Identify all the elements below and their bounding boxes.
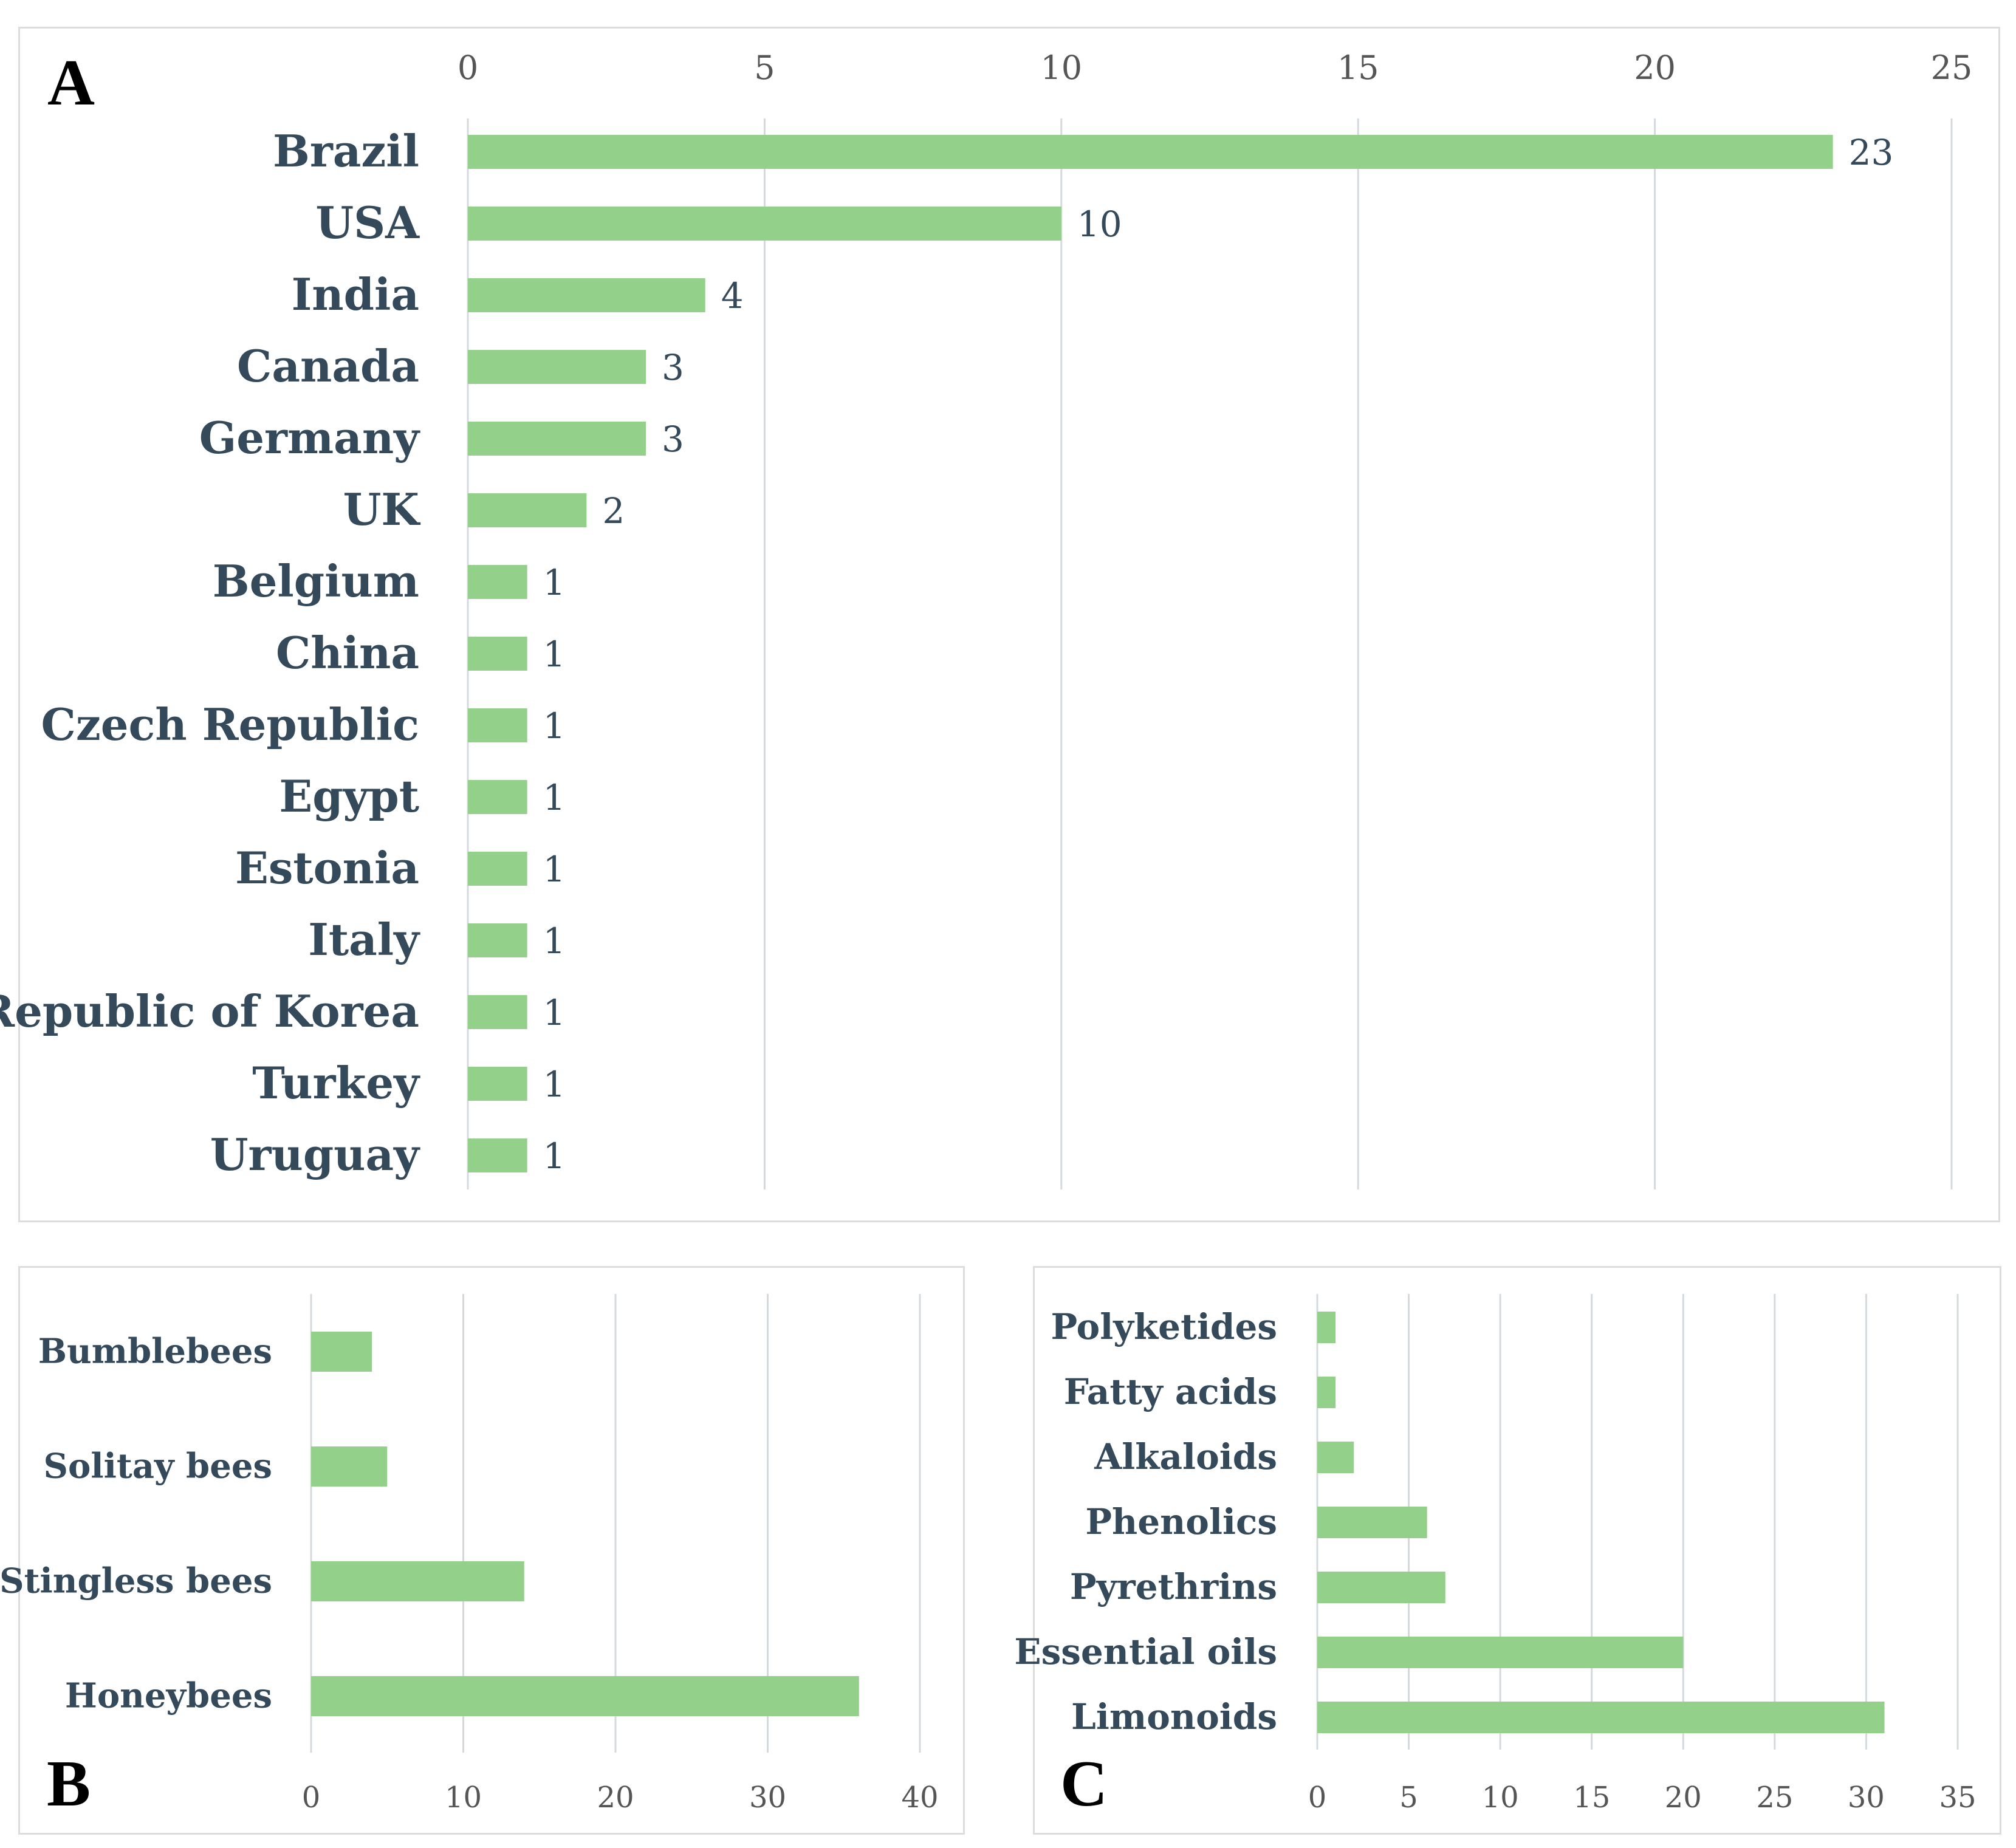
- bar-c-6: [1317, 1702, 1885, 1733]
- data-label-a-9: 1: [543, 777, 566, 818]
- bar-a-3: [468, 350, 646, 384]
- panel-letter-b: B: [47, 1748, 91, 1820]
- bar-b-0: [311, 1332, 372, 1372]
- panel-b: B: [18, 1266, 965, 1835]
- category-label-a-5: UK: [343, 484, 421, 535]
- panel-letter-c: C: [1060, 1748, 1108, 1820]
- bar-a-10: [468, 852, 527, 886]
- bar-c-3: [1317, 1507, 1427, 1538]
- category-label-b-2: Stingless bees: [0, 1561, 272, 1601]
- bar-b-3: [311, 1676, 859, 1716]
- bar-a-11: [468, 923, 527, 957]
- category-label-c-6: Limonoids: [1071, 1696, 1277, 1737]
- category-label-c-3: Phenolics: [1085, 1501, 1277, 1542]
- category-label-a-12: Republic of Korea: [0, 985, 419, 1037]
- tick-label-c-3: 15: [1573, 1781, 1610, 1815]
- tick-label-a-3: 15: [1337, 49, 1379, 87]
- data-label-a-14: 1: [543, 1135, 566, 1177]
- data-label-a-4: 3: [662, 419, 684, 460]
- category-label-c-1: Fatty acids: [1064, 1371, 1277, 1412]
- data-label-a-5: 2: [602, 490, 625, 532]
- category-label-c-5: Essential oils: [1014, 1631, 1277, 1672]
- category-label-a-9: Egypt: [279, 770, 419, 822]
- data-label-a-3: 3: [662, 347, 684, 388]
- bar-c-5: [1317, 1637, 1684, 1668]
- tick-label-b-3: 30: [749, 1781, 786, 1815]
- tick-label-c-7: 35: [1939, 1781, 1976, 1815]
- chart-c: 0 5 10 15 20 25 30 35 Polyketides Fatty acids Alka…: [1014, 1294, 1977, 1815]
- category-label-a-6: Belgium: [213, 555, 419, 607]
- category-label-a-8: Czech Republic: [41, 699, 419, 750]
- data-label-a-13: 1: [543, 1064, 566, 1105]
- bar-a-8: [468, 708, 527, 742]
- category-label-a-1: USA: [315, 197, 420, 248]
- tick-label-b-1: 10: [445, 1781, 482, 1815]
- bar-a-0: [468, 135, 1833, 169]
- tick-label-b-0: 0: [302, 1781, 321, 1815]
- data-label-a-11: 1: [543, 920, 566, 962]
- tick-label-c-5: 25: [1756, 1781, 1793, 1815]
- category-label-a-7: China: [276, 627, 419, 679]
- category-label-a-4: Germany: [199, 412, 420, 464]
- bar-c-0: [1317, 1312, 1336, 1343]
- data-label-a-0: 23: [1849, 132, 1894, 173]
- data-label-a-7: 1: [543, 634, 566, 675]
- category-label-a-13: Turkey: [252, 1057, 420, 1109]
- data-label-a-1: 10: [1077, 204, 1122, 245]
- bar-c-4: [1317, 1572, 1445, 1603]
- data-label-a-12: 1: [543, 992, 566, 1033]
- category-label-b-3: Honeybees: [65, 1675, 272, 1716]
- bar-a-12: [468, 995, 527, 1029]
- tick-label-c-4: 20: [1665, 1781, 1702, 1815]
- category-label-b-1: Solitay bees: [44, 1446, 272, 1486]
- bar-a-1: [468, 207, 1061, 241]
- data-label-a-2: 4: [721, 275, 744, 317]
- bar-a-6: [468, 565, 527, 599]
- bar-b-1: [311, 1446, 388, 1487]
- bar-b-2: [311, 1561, 524, 1601]
- tick-label-c-6: 30: [1848, 1781, 1885, 1815]
- tick-label-a-1: 5: [754, 49, 775, 87]
- bar-a-9: [468, 780, 527, 814]
- tick-label-b-4: 40: [901, 1781, 938, 1815]
- panel-letter-a: A: [47, 47, 95, 119]
- category-label-a-14: Uruguay: [210, 1129, 420, 1180]
- data-label-a-6: 1: [543, 562, 566, 603]
- bar-c-1: [1317, 1377, 1336, 1408]
- data-label-a-8: 1: [543, 705, 566, 747]
- tick-label-a-5: 25: [1931, 49, 1973, 87]
- tick-label-c-1: 5: [1399, 1781, 1418, 1815]
- data-label-a-10: 1: [543, 849, 566, 890]
- tick-label-c-0: 0: [1308, 1781, 1327, 1815]
- category-label-a-11: Italy: [308, 914, 420, 965]
- category-label-a-10: Estonia: [235, 842, 419, 894]
- category-label-c-0: Polyketides: [1051, 1306, 1278, 1347]
- category-label-a-2: India: [292, 269, 419, 320]
- chart-b: 0 10 20 30 40 Bumblebees Solitay bees Stingless…: [0, 1294, 939, 1815]
- bar-a-14: [468, 1138, 527, 1172]
- category-label-c-4: Pyrethrins: [1070, 1566, 1277, 1607]
- bar-a-7: [468, 637, 527, 671]
- tick-label-a-4: 20: [1634, 49, 1676, 87]
- tick-label-c-2: 10: [1482, 1781, 1519, 1815]
- category-label-c-2: Alkaloids: [1094, 1436, 1277, 1477]
- bar-c-2: [1317, 1442, 1354, 1473]
- category-label-b-0: Bumblebees: [38, 1331, 272, 1371]
- bar-a-13: [468, 1067, 527, 1101]
- panel-c: C: [1033, 1266, 2001, 1835]
- bar-a-4: [468, 422, 646, 456]
- tick-label-b-2: 20: [597, 1781, 634, 1815]
- tick-label-a-2: 10: [1040, 49, 1082, 87]
- bar-a-2: [468, 278, 705, 312]
- category-label-a-0: Brazil: [273, 125, 419, 177]
- bar-a-5: [468, 493, 587, 527]
- tick-label-a-0: 0: [458, 49, 478, 87]
- category-label-a-3: Canada: [237, 340, 419, 392]
